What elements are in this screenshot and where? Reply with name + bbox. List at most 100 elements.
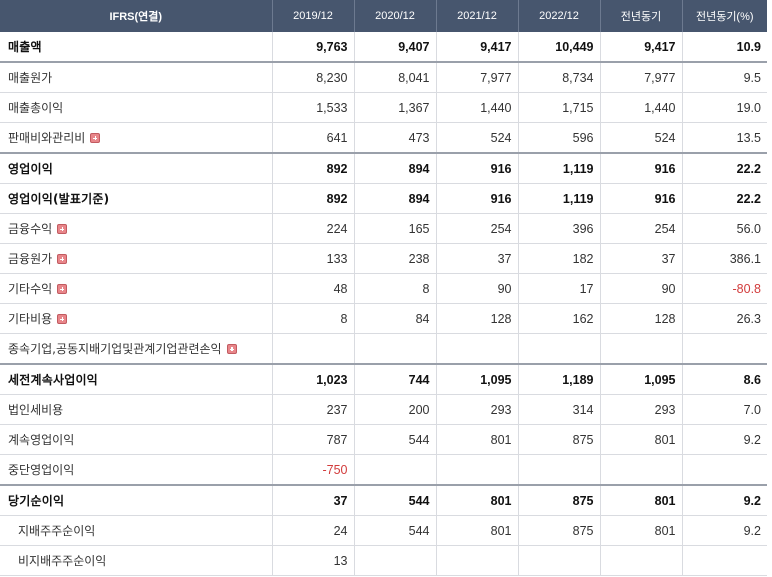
expand-plus-icon[interactable] xyxy=(226,344,237,354)
table-row: 법인세비용 237 200 293 314 293 7.0 xyxy=(0,394,767,425)
cell-value: 1,367 xyxy=(354,92,437,123)
cell-value: 544 xyxy=(354,515,437,546)
cell-value: 37 xyxy=(272,485,355,516)
cell-value: 916 xyxy=(436,183,519,214)
cell-value: 254 xyxy=(436,213,519,244)
cell-value xyxy=(272,333,355,365)
row-label-cell: 기타수익 xyxy=(0,273,273,304)
table-row: 매출원가 8,230 8,041 7,977 8,734 7,977 9.5 xyxy=(0,62,767,93)
cell-value xyxy=(436,545,519,576)
cell-value: 875 xyxy=(518,424,601,455)
cell-value: 641 xyxy=(272,122,355,154)
cell-value: 26.3 xyxy=(682,303,767,334)
table-row: 금융원가 133 238 37 182 37 386.1 xyxy=(0,243,767,274)
cell-value: 293 xyxy=(600,394,683,425)
expand-plus-icon[interactable] xyxy=(57,284,68,294)
table-row: 매출총이익 1,533 1,367 1,440 1,715 1,440 19.0 xyxy=(0,92,767,123)
cell-value: 9,407 xyxy=(354,32,437,63)
header-period: 2020/12 xyxy=(354,0,437,32)
cell-value: 165 xyxy=(354,213,437,244)
cell-value: 84 xyxy=(354,303,437,334)
expand-plus-icon[interactable] xyxy=(57,314,68,324)
cell-value: 801 xyxy=(436,515,519,546)
cell-value: 254 xyxy=(600,213,683,244)
cell-value: 916 xyxy=(600,153,683,184)
cell-value: 386.1 xyxy=(682,243,767,274)
row-label: 기타수익 xyxy=(8,282,53,296)
row-label-cell: 기타비용 xyxy=(0,303,273,334)
cell-value: 787 xyxy=(272,424,355,455)
cell-value: 801 xyxy=(600,424,683,455)
cell-value: 1,119 xyxy=(518,183,601,214)
header-period: 2019/12 xyxy=(272,0,355,32)
negative-value: -80.8 xyxy=(732,281,762,296)
table-row: 금융수익 224 165 254 396 254 56.0 xyxy=(0,213,767,244)
expand-plus-icon[interactable] xyxy=(57,224,68,234)
cell-value: 10,449 xyxy=(518,32,601,63)
cell-value: 544 xyxy=(354,424,437,455)
cell-value: 128 xyxy=(600,303,683,334)
cell-value xyxy=(518,545,601,576)
cell-value: 801 xyxy=(600,515,683,546)
cell-value: 894 xyxy=(354,183,437,214)
cell-value: 544 xyxy=(354,485,437,516)
cell-value: 293 xyxy=(436,394,519,425)
row-label: 매출원가 xyxy=(0,62,273,93)
cell-value: 22.2 xyxy=(682,153,767,184)
expand-plus-icon[interactable] xyxy=(90,133,101,143)
cell-value: 224 xyxy=(272,213,355,244)
header-period: 2021/12 xyxy=(436,0,519,32)
cell-value: 9.2 xyxy=(682,485,767,516)
cell-value xyxy=(354,333,437,365)
expand-plus-icon[interactable] xyxy=(57,254,68,264)
cell-value: 916 xyxy=(600,183,683,214)
cell-value: 9,417 xyxy=(436,32,519,63)
row-label: 영업이익(발표기준) xyxy=(0,183,273,214)
cell-value: -80.8 xyxy=(682,273,767,304)
table-row: 비지배주주순이익 13 xyxy=(0,545,767,576)
cell-value: 13 xyxy=(272,545,355,576)
row-label: 비지배주주순이익 xyxy=(0,545,273,576)
cell-value: 13.5 xyxy=(682,122,767,154)
cell-value: 892 xyxy=(272,183,355,214)
table-row: 계속영업이익 787 544 801 875 801 9.2 xyxy=(0,424,767,455)
cell-value: 473 xyxy=(354,122,437,154)
row-label: 지배주주순이익 xyxy=(0,515,273,546)
cell-value: 875 xyxy=(518,515,601,546)
cell-value xyxy=(600,454,683,486)
table-row: 당기순이익 37 544 801 875 801 9.2 xyxy=(0,485,767,516)
row-label: 중단영업이익 xyxy=(0,454,273,486)
table-row: 중단영업이익 -750 xyxy=(0,454,767,486)
cell-value xyxy=(518,333,601,365)
row-label: 금융원가 xyxy=(8,252,53,266)
row-label: 당기순이익 xyxy=(0,485,273,516)
cell-value: 1,119 xyxy=(518,153,601,184)
cell-value: 801 xyxy=(436,424,519,455)
table-row: 기타수익 48 8 90 17 90 -80.8 xyxy=(0,273,767,304)
row-label: 종속기업,공동지배기업및관계기업관련손익 xyxy=(8,342,222,356)
cell-value: 892 xyxy=(272,153,355,184)
cell-value: 744 xyxy=(354,364,437,395)
row-label: 계속영업이익 xyxy=(0,424,273,455)
cell-value xyxy=(354,545,437,576)
table-row: 매출액 9,763 9,407 9,417 10,449 9,417 10.9 xyxy=(0,32,767,63)
cell-value: 37 xyxy=(600,243,683,274)
cell-value: 9.2 xyxy=(682,515,767,546)
row-label: 영업이익 xyxy=(0,153,273,184)
cell-value: 17 xyxy=(518,273,601,304)
cell-value: 237 xyxy=(272,394,355,425)
cell-value: 24 xyxy=(272,515,355,546)
cell-value: 48 xyxy=(272,273,355,304)
cell-value: 10.9 xyxy=(682,32,767,63)
cell-value xyxy=(682,454,767,486)
cell-value: 7,977 xyxy=(600,62,683,93)
cell-value: 19.0 xyxy=(682,92,767,123)
header-period: 전년동기 xyxy=(600,0,683,32)
cell-value: 90 xyxy=(436,273,519,304)
table-row: 종속기업,공동지배기업및관계기업관련손익 xyxy=(0,333,767,365)
cell-value: 200 xyxy=(354,394,437,425)
cell-value: 1,095 xyxy=(600,364,683,395)
header-label: IFRS(연결) xyxy=(0,0,273,32)
cell-value: 7.0 xyxy=(682,394,767,425)
